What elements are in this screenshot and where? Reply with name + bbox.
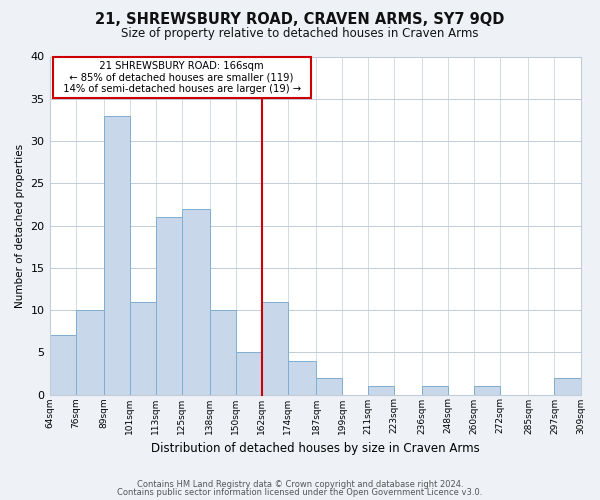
Bar [368, 386, 394, 394]
Bar [288, 360, 316, 394]
Bar [130, 302, 156, 394]
Bar [104, 116, 130, 394]
Text: Size of property relative to detached houses in Craven Arms: Size of property relative to detached ho… [121, 28, 479, 40]
Bar [50, 336, 76, 394]
Text: 21, SHREWSBURY ROAD, CRAVEN ARMS, SY7 9QD: 21, SHREWSBURY ROAD, CRAVEN ARMS, SY7 9Q… [95, 12, 505, 28]
Bar [182, 208, 210, 394]
Bar [554, 378, 581, 394]
Bar [475, 386, 500, 394]
Bar [210, 310, 236, 394]
Bar [262, 302, 288, 394]
Bar [316, 378, 342, 394]
Bar [156, 217, 182, 394]
Y-axis label: Number of detached properties: Number of detached properties [15, 144, 25, 308]
Text: Contains public sector information licensed under the Open Government Licence v3: Contains public sector information licen… [118, 488, 482, 497]
Text: Contains HM Land Registry data © Crown copyright and database right 2024.: Contains HM Land Registry data © Crown c… [137, 480, 463, 489]
Bar [76, 310, 104, 394]
Text: 21 SHREWSBURY ROAD: 166sqm  
  ← 85% of detached houses are smaller (119)  
  14: 21 SHREWSBURY ROAD: 166sqm ← 85% of deta… [56, 60, 307, 94]
Bar [236, 352, 262, 395]
X-axis label: Distribution of detached houses by size in Craven Arms: Distribution of detached houses by size … [151, 442, 479, 455]
Bar [422, 386, 448, 394]
